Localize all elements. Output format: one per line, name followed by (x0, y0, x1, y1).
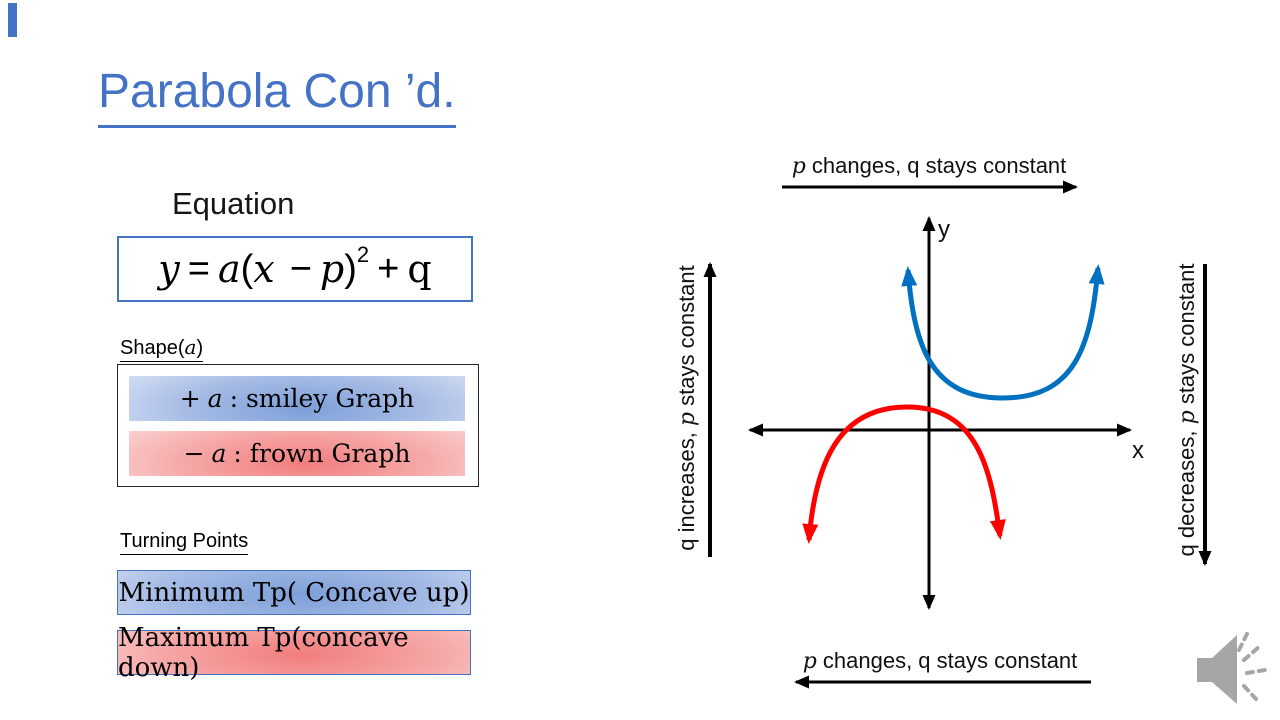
equation-box: y = a ( x − p ) 2 + q (117, 236, 473, 302)
speaker-icon[interactable] (1192, 628, 1268, 714)
left-arrow-label: q increases, p stays constant (674, 265, 700, 551)
accent-bar (8, 3, 17, 37)
smiley-var: a (207, 384, 223, 413)
eq-equals: = (187, 247, 210, 290)
shape-label-var: a (184, 335, 197, 359)
eq-y: y (158, 247, 180, 291)
eq-exponent: 2 (356, 242, 370, 267)
frown-sign: − (183, 439, 205, 468)
eq-q: q (407, 247, 432, 291)
smiley-text: : smiley Graph (229, 384, 415, 413)
page-title-text: Parabola Con ’d. (98, 65, 456, 128)
eq-a: a (217, 247, 241, 291)
turning-points-text: Turning Points (120, 530, 249, 555)
minimum-tp-bar: Minimum Tp( Concave up) (117, 570, 471, 615)
down-parabola-curve (802, 404, 1006, 544)
turning-points-label: Turning Points (120, 530, 249, 555)
speaker-body (1197, 658, 1212, 682)
eq-p: p (319, 247, 345, 291)
shape-label-post: ) (196, 337, 204, 359)
eq-minus: − (289, 247, 312, 290)
smiley-graph-bar: + a : smiley Graph (129, 376, 465, 421)
maximum-tp-bar: Maximum Tp(concave down) (117, 623, 471, 683)
x-axis-label: x (1132, 437, 1144, 464)
equation-heading: Equation (172, 186, 295, 221)
y-axis-label: y (938, 216, 950, 243)
top-arrow-label: p changes, q stays constant (792, 153, 1067, 179)
shape-box: + a : smiley Graph − a : frown Graph (117, 364, 479, 487)
eq-plus: + (377, 247, 400, 290)
eq-open: ( (240, 247, 254, 290)
page-title: Parabola Con ’d. (98, 64, 456, 128)
shape-label-pre: Shape( (120, 337, 185, 359)
right-arrow-label: q decreases, p stays constant (1174, 264, 1200, 557)
smiley-sign: + (179, 384, 201, 413)
sound-waves (1237, 628, 1267, 701)
frown-text: : frown Graph (233, 439, 411, 468)
eq-close: ) (344, 247, 357, 290)
up-parabola-curve (901, 264, 1105, 401)
shape-section-label: Shape(a) (120, 335, 204, 362)
eq-x: x (253, 247, 275, 291)
frown-var: a (211, 439, 227, 468)
parabola-diagram: p changes, q stays constant y x q increa… (674, 153, 1212, 689)
bottom-arrow-label: p changes, q stays constant (803, 648, 1078, 674)
frown-graph-bar: − a : frown Graph (129, 431, 465, 476)
speaker-cone (1212, 635, 1237, 704)
